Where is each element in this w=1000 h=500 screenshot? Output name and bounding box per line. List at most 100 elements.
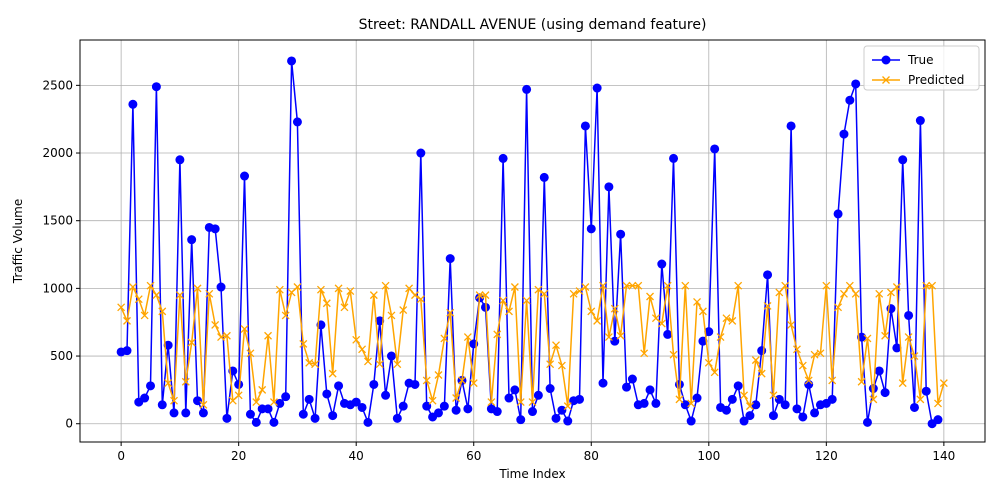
- data-point-predicted: [881, 331, 890, 340]
- x-marker-stroke: [910, 352, 919, 361]
- x-marker-stroke: [463, 333, 472, 342]
- data-point-predicted: [222, 331, 231, 340]
- data-point-true: [710, 144, 720, 154]
- data-point-true: [216, 282, 226, 292]
- data-point-predicted: [381, 281, 390, 290]
- x-marker-stroke: [669, 350, 678, 359]
- x-tick-label: 20: [231, 449, 246, 463]
- x-marker-stroke: [569, 289, 578, 298]
- data-point-predicted: [540, 289, 549, 298]
- data-point-true: [604, 182, 614, 192]
- x-marker-stroke: [369, 291, 378, 300]
- data-point-predicted: [769, 391, 778, 400]
- data-point-predicted: [505, 307, 513, 316]
- data-point-true: [657, 259, 667, 269]
- x-marker-stroke: [651, 314, 660, 323]
- x-marker-stroke: [334, 284, 343, 293]
- y-tick-label: 500: [50, 349, 73, 363]
- data-point-true: [580, 121, 590, 131]
- data-point-true: [592, 83, 602, 93]
- data-point-predicted: [546, 360, 555, 369]
- data-point-predicted: [863, 334, 872, 343]
- data-point-predicted: [716, 333, 725, 342]
- x-marker-stroke: [804, 376, 813, 385]
- x-marker-stroke: [258, 385, 267, 394]
- x-marker-stroke: [411, 291, 419, 300]
- data-point-predicted: [910, 352, 919, 361]
- x-marker-stroke: [882, 76, 890, 84]
- x-marker-stroke: [458, 376, 466, 385]
- data-point-predicted: [834, 303, 843, 312]
- x-marker-stroke: [299, 339, 308, 348]
- data-point-true: [269, 417, 279, 427]
- data-point-predicted: [892, 283, 901, 291]
- data-point-true: [287, 56, 297, 66]
- x-marker-stroke: [434, 371, 443, 379]
- data-point-predicted: [622, 281, 631, 290]
- data-point-predicted: [657, 319, 666, 328]
- data-point-predicted: [698, 307, 707, 316]
- x-marker-stroke: [640, 349, 649, 358]
- x-tick-label: 0: [117, 449, 125, 463]
- data-point-predicted: [681, 281, 690, 290]
- data-point-true: [157, 400, 167, 410]
- data-point-true: [874, 366, 884, 376]
- data-point-predicted: [510, 283, 519, 291]
- data-point-true: [692, 393, 702, 403]
- data-point-true: [892, 343, 902, 353]
- data-point-predicted: [416, 295, 425, 304]
- data-point-predicted: [840, 289, 848, 298]
- data-point-true: [639, 398, 649, 408]
- data-point-true: [504, 393, 514, 403]
- data-point-predicted: [604, 333, 613, 342]
- data-point-predicted: [322, 299, 331, 308]
- data-point-predicted: [599, 281, 607, 290]
- legend-label: Predicted: [908, 73, 964, 87]
- x-marker-stroke: [452, 394, 461, 402]
- x-marker-stroke: [222, 331, 231, 340]
- x-marker-stroke: [898, 379, 907, 388]
- data-point-predicted: [569, 289, 578, 298]
- data-point-true: [369, 379, 379, 389]
- data-point-predicted: [269, 398, 278, 407]
- data-point-predicted: [405, 284, 414, 293]
- x-marker-stroke: [681, 281, 690, 290]
- data-point-predicted: [369, 291, 378, 300]
- data-point-predicted: [134, 295, 143, 304]
- data-point-true: [792, 404, 802, 414]
- x-marker-stroke: [416, 295, 425, 304]
- x-marker-stroke: [187, 338, 196, 347]
- data-point-true: [392, 413, 402, 423]
- data-point-true: [146, 381, 156, 391]
- data-point-true: [745, 411, 755, 421]
- x-marker-stroke: [552, 341, 560, 350]
- data-point-predicted: [152, 291, 161, 300]
- data-point-predicted: [587, 307, 596, 316]
- data-point-true: [627, 374, 637, 384]
- x-marker-stroke: [352, 335, 361, 344]
- data-point-true: [915, 116, 925, 126]
- data-point-predicted: [675, 395, 684, 404]
- x-marker-stroke: [863, 334, 872, 343]
- data-point-predicted: [922, 281, 931, 290]
- data-point-true: [862, 417, 872, 427]
- data-point-predicted: [158, 307, 167, 316]
- data-point-true: [187, 235, 197, 245]
- data-point-true: [439, 401, 449, 411]
- x-marker-stroke: [763, 302, 772, 310]
- x-marker-stroke: [275, 285, 284, 294]
- x-marker-stroke: [493, 330, 502, 339]
- x-marker-stroke: [563, 402, 572, 411]
- x-marker-stroke: [152, 291, 161, 300]
- data-point-true: [433, 408, 443, 418]
- x-marker-stroke: [834, 303, 843, 312]
- data-point-predicted: [311, 360, 320, 369]
- data-point-predicted: [316, 285, 325, 294]
- x-marker-stroke: [604, 333, 613, 342]
- x-marker-stroke: [810, 350, 819, 359]
- x-marker-stroke: [610, 304, 619, 313]
- y-tick-label: 0: [65, 417, 73, 431]
- data-point-predicted: [399, 306, 408, 314]
- x-marker-stroke: [128, 283, 137, 291]
- x-marker-stroke: [687, 399, 696, 408]
